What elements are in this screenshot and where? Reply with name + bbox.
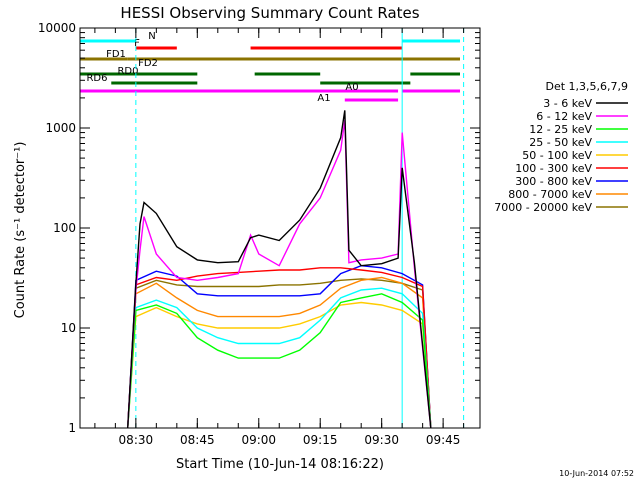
legend-label-0: 3 - 6 keV: [543, 97, 592, 110]
x-tick-label-4: 09:30: [364, 433, 399, 447]
axes: 1 10 100 1000 10000 08:30 08:45 09:00 09:15 09:30…: [38, 21, 480, 447]
flag-fd1-label: FD1: [106, 49, 126, 60]
series-line-3-6-kev: [127, 110, 432, 429]
series-line-7000-20000-kev: [127, 278, 432, 429]
series-line-300-800-kev: [127, 264, 432, 429]
series-line-12-25-kev: [127, 293, 432, 429]
y-tick-label-1: 10: [61, 321, 76, 335]
series-line-50-100-kev: [127, 301, 432, 429]
flag-n-label: N: [148, 31, 155, 42]
legend-title: Det 1,3,5,6,7,9: [545, 80, 628, 93]
series-line-800-7000-kev: [127, 276, 432, 429]
legend-label-6: 300 - 800 keV: [515, 175, 592, 188]
vertical-markers: [79, 28, 465, 428]
flag-fd2-label: FD2: [138, 58, 158, 69]
chart-title: HESSI Observing Summary Count Rates: [120, 4, 419, 22]
y-tick-label-2: 100: [53, 221, 76, 235]
series-lines: [127, 110, 432, 429]
footer-date: 10-Jun-2014 07:52: [559, 469, 634, 478]
series-line-6-12-kev: [127, 120, 432, 429]
series-line-100-300-kev: [127, 267, 432, 429]
x-tick-label-3: 09:15: [303, 433, 338, 447]
flag-rd6-label: RD6: [86, 73, 107, 84]
legend-label-2: 12 - 25 keV: [529, 123, 592, 136]
legend-label-1: 6 - 12 keV: [536, 110, 592, 123]
legend-label-4: 50 - 100 keV: [522, 149, 592, 162]
x-tick-label-2: 09:00: [241, 433, 276, 447]
flag-a0-label: A0: [345, 82, 358, 93]
flag-f-label: F: [134, 38, 140, 49]
y-tick-label-0: 1: [68, 421, 76, 435]
x-axis-label: Start Time (10-Jun-14 08:16:22): [176, 457, 384, 472]
x-tick-label-0: 08:30: [119, 433, 154, 447]
legend-label-7: 800 - 7000 keV: [508, 188, 592, 201]
series-line-25-50-kev: [127, 287, 432, 429]
legend-label-8: 7000 - 20000 keV: [494, 201, 592, 214]
flag-rd0-label: RD0: [117, 66, 138, 77]
legend-label-3: 25 - 50 keV: [529, 136, 592, 149]
y-axis-label: Count Rate (s⁻¹ detector⁻¹): [13, 142, 28, 319]
x-tick-label-5: 09:45: [426, 433, 461, 447]
y-tick-label-3: 1000: [45, 121, 76, 135]
flag-a1-label: A1: [317, 93, 330, 104]
y-tick-label-4: 10000: [38, 21, 76, 35]
x-tick-label-1: 08:45: [180, 433, 215, 447]
legend-label-5: 100 - 300 keV: [515, 162, 592, 175]
